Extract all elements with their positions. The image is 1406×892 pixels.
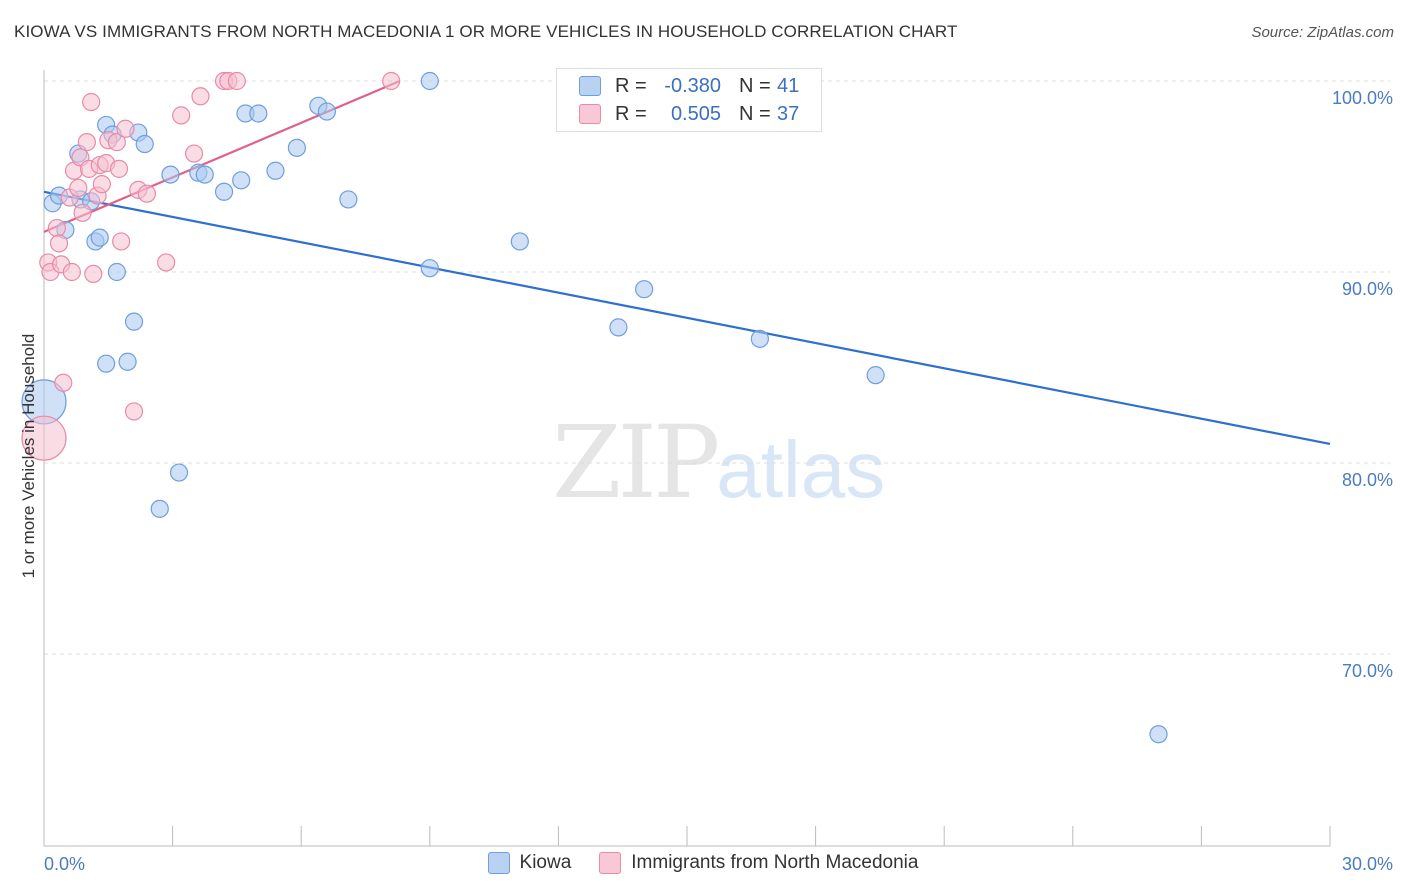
y-tick-label: 90.0%: [1342, 279, 1393, 299]
stats-legend: R = -0.380 N = 41 R = 0.505 N = 37: [556, 68, 822, 132]
y-tick-label: 70.0%: [1342, 661, 1393, 681]
y-axis-label: 1 or more Vehicles in Household: [19, 334, 38, 579]
kiowa-point: [420, 259, 439, 278]
r-label: R =: [615, 102, 647, 125]
r-value: -0.380: [664, 74, 721, 97]
macedonia-trend-line: [43, 79, 401, 233]
r-label: R =: [615, 74, 647, 97]
kiowa-point: [750, 329, 769, 348]
kiowa-point: [169, 463, 189, 482]
kiowa-point: [1149, 725, 1168, 744]
points-layer: [21, 71, 1168, 744]
macedonia-point: [69, 178, 88, 198]
kiowa-point: [287, 138, 307, 157]
macedonia-point: [54, 373, 73, 392]
kiowa-point: [510, 232, 529, 251]
macedonia-swatch: [599, 852, 622, 874]
kiowa-trend-line: [43, 190, 1331, 445]
kiowa-point: [161, 165, 180, 184]
macedonia-point: [191, 87, 210, 106]
kiowa-point: [118, 352, 137, 371]
kiowa-point: [609, 318, 628, 337]
macedonia-point: [92, 175, 111, 194]
kiowa-point: [124, 312, 144, 331]
kiowa-point: [232, 171, 251, 190]
macedonia-point: [49, 234, 69, 253]
macedonia-point: [109, 159, 129, 178]
kiowa-point: [195, 165, 214, 184]
macedonia-point: [184, 144, 204, 163]
macedonia-point: [84, 264, 103, 284]
kiowa-point: [420, 71, 439, 91]
macedonia-point: [73, 203, 92, 222]
kiowa-point: [107, 262, 126, 282]
trend-layer: [43, 79, 1331, 445]
kiowa-swatch: [579, 76, 601, 96]
x-tick-label: 30.0%: [1342, 854, 1393, 874]
chart-title: KIOWA VS IMMIGRANTS FROM NORTH MACEDONIA…: [14, 22, 958, 41]
grid-layer: [44, 80, 1390, 655]
source-label: Source: ZipAtlas.com: [1251, 24, 1394, 41]
macedonia-point: [382, 71, 401, 91]
macedonia-point: [172, 106, 191, 125]
y-tick-label: 100.0%: [1332, 88, 1393, 108]
n-value: 37: [777, 102, 800, 125]
kiowa-point: [249, 104, 268, 123]
x-tick-label: 0.0%: [44, 854, 85, 874]
macedonia-point: [227, 71, 246, 91]
kiowa-point: [866, 366, 885, 385]
macedonia-point: [62, 262, 81, 282]
macedonia-point: [47, 218, 66, 238]
series-legend: Kiowa Immigrants from North Macedonia: [0, 852, 1406, 874]
macedonia-point: [107, 133, 126, 152]
watermark-atlas: atlas: [716, 425, 886, 514]
kiowa-point: [90, 228, 109, 247]
kiowa-point: [635, 280, 654, 299]
macedonia-point: [82, 92, 101, 112]
macedonia-point: [116, 119, 135, 138]
macedonia-point: [21, 415, 67, 461]
n-label: N =: [739, 74, 771, 97]
kiowa-point: [266, 161, 285, 180]
kiowa-point: [214, 182, 234, 201]
axis-layer: 70.0% 80.0% 90.0% 100.0% 0.0% 30.0%: [43, 70, 1393, 874]
kiowa-swatch: [487, 852, 510, 874]
kiowa-point: [150, 499, 169, 518]
r-value: 0.505: [670, 102, 721, 125]
legend-label-macedonia: Immigrants from North Macedonia: [631, 852, 919, 873]
kiowa-point: [97, 354, 116, 373]
macedonia-point: [157, 253, 176, 272]
legend-row-macedonia: R = 0.505 N = 37: [579, 101, 799, 127]
y-tick-label: 80.0%: [1342, 470, 1393, 490]
n-label: N =: [739, 102, 771, 125]
n-value: 41: [777, 74, 800, 97]
legend-item-macedonia[interactable]: Immigrants from North Macedonia: [599, 852, 918, 874]
macedonia-point: [112, 232, 131, 251]
legend-label-kiowa: Kiowa: [519, 852, 572, 873]
macedonia-swatch: [579, 104, 601, 124]
legend-item-kiowa[interactable]: Kiowa: [487, 852, 572, 874]
macedonia-point: [137, 184, 156, 203]
kiowa-point: [317, 102, 337, 121]
macedonia-point: [124, 402, 144, 421]
kiowa-point: [339, 190, 358, 209]
kiowa-point: [135, 134, 154, 154]
legend-row-kiowa: R = -0.380 N = 41: [579, 73, 799, 99]
macedonia-point: [77, 133, 96, 152]
